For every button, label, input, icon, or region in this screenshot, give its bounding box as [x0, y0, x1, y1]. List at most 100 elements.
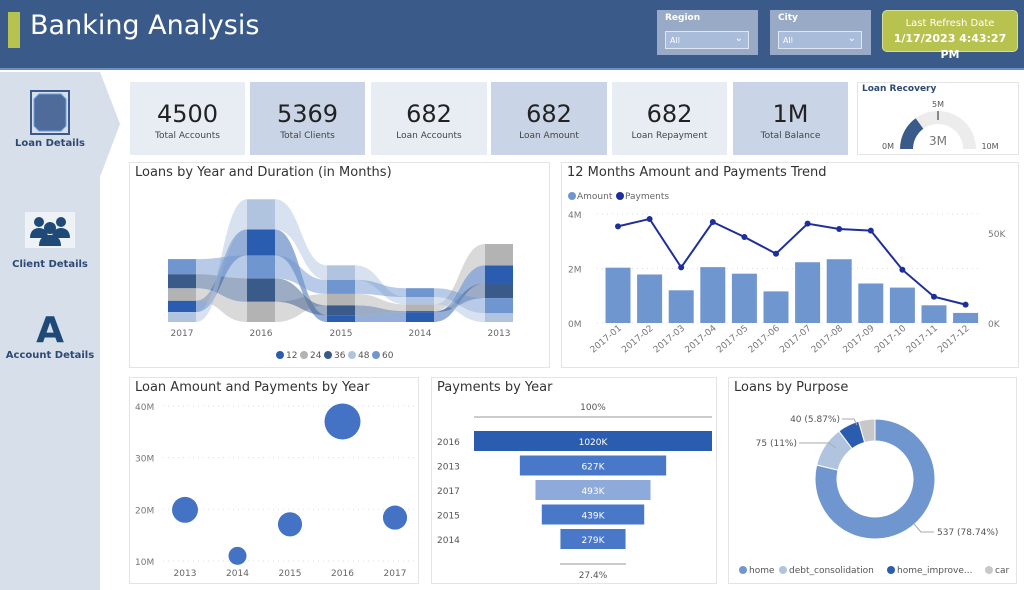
data-label: 75 (11%) — [756, 439, 797, 449]
region-value: All — [670, 36, 680, 45]
ribbon-band — [434, 297, 485, 322]
bar-amount — [763, 291, 789, 323]
y-left-tick: 4M — [568, 211, 582, 221]
x-tick-label: 2016 — [331, 569, 354, 579]
x-tick-label: 2017 — [384, 569, 407, 579]
ribbon-band — [355, 279, 406, 298]
label-leader — [799, 442, 837, 449]
point-payments — [773, 250, 779, 257]
point-payments — [804, 220, 811, 227]
ribbon-band — [434, 288, 485, 314]
sidebar-item-label: Loan Details — [14, 138, 85, 149]
funnel-bar — [541, 504, 645, 525]
bar-amount — [826, 259, 852, 323]
ribbon-segment — [406, 312, 434, 322]
amount-payments-by-year-panel: Loan Amount and Payments by Year 10M 20M 3… — [129, 377, 419, 584]
line-payments — [617, 217, 966, 306]
data-label: 40 (5.87%) — [790, 415, 840, 425]
loan-recovery-gauge: Loan Recovery 5M 0M 10M 3M — [857, 82, 1019, 155]
point-payments — [741, 233, 748, 240]
city-dropdown[interactable]: All ⌄ — [778, 31, 862, 49]
y-tick-label: 20M — [135, 506, 154, 516]
kpi-value: 682 — [406, 100, 452, 128]
ribbon-segment — [406, 304, 434, 312]
sidebar-item-loan-details[interactable]: Loan Details — [0, 90, 100, 149]
ribbon-segment — [485, 283, 513, 299]
ribbon-segment — [406, 297, 434, 305]
region-filter[interactable]: Region All ⌄ — [657, 10, 758, 55]
ribbon-segment — [485, 244, 513, 266]
ribbon-segment — [168, 288, 196, 301]
kpi-value: 4500 — [156, 100, 219, 128]
legend-label: home — [749, 566, 775, 576]
legend-marker — [779, 566, 787, 574]
x-tick-label: 2017-10 — [873, 323, 908, 355]
x-tick-label: 2017-02 — [620, 324, 655, 356]
city-filter[interactable]: City All ⌄ — [770, 10, 871, 55]
gauge-value: 3M — [929, 134, 947, 148]
ribbon-segment — [406, 311, 434, 313]
kpi-value: 5369 — [276, 100, 339, 128]
ribbon-band — [275, 278, 327, 316]
bubble — [228, 546, 247, 565]
bar-amount — [921, 305, 947, 323]
funnel-value-label: 1020K — [579, 438, 609, 448]
chart-title: Loans by Year and Duration (in Months) — [135, 165, 392, 180]
ribbon-segment — [247, 301, 275, 322]
point-payments — [836, 226, 843, 233]
bar-amount — [668, 290, 694, 323]
kpi-label: Loan Accounts — [396, 131, 462, 141]
x-tick-label: 2017-06 — [747, 323, 782, 355]
legend-marker — [887, 566, 895, 574]
funnel-category-label: 2014 — [437, 536, 460, 546]
gauge-max-label: 10M — [981, 142, 998, 151]
ribbon-segment — [168, 312, 196, 322]
ribbon-band — [196, 288, 247, 322]
label-leader — [913, 523, 934, 533]
city-label: City — [778, 13, 798, 23]
sidebar-item-client-details[interactable]: Client Details — [0, 212, 100, 270]
sidebar-item-label: Account Details — [5, 350, 95, 361]
last-refresh-box: Last Refresh Date 1/17/2023 4:43:27 PM — [882, 10, 1018, 61]
kpi-total-clients: 5369 Total Clients — [250, 82, 365, 155]
funnel-value-label: 279K — [581, 536, 605, 546]
refresh-value: 1/17/2023 4:43:27 PM — [893, 32, 1007, 61]
legend-marker — [372, 351, 380, 359]
point-payments — [867, 227, 874, 234]
legend-marker — [300, 351, 308, 359]
kpi-label: Loan Repayment — [631, 131, 708, 141]
gauge-fill — [900, 118, 924, 149]
ribbon-band — [355, 293, 406, 312]
bar-amount — [858, 283, 884, 323]
ribbon-segment — [485, 313, 513, 322]
point-payments — [615, 223, 621, 230]
gauge-title: Loan Recovery — [862, 84, 937, 94]
legend-label: 12 — [286, 351, 297, 361]
x-tick-label: 2017-11 — [905, 324, 940, 356]
ribbon-segment — [168, 274, 196, 289]
y-right-tick: 50K — [988, 230, 1006, 240]
label-leader — [842, 418, 858, 426]
legend-label: 48 — [358, 351, 370, 361]
bar-amount — [637, 274, 663, 323]
kpi-loan-amount: 682 Loan Amount — [491, 82, 607, 155]
sidebar-item-account-details[interactable]: A Account Details — [0, 312, 100, 362]
city-value: All — [783, 36, 793, 45]
x-tick-label: 2017-05 — [715, 324, 750, 356]
ribbon-segment — [327, 279, 355, 294]
x-tick-label: 2017-12 — [936, 324, 971, 356]
ribbon-segment — [327, 305, 355, 316]
y-left-tick: 0M — [568, 320, 582, 330]
region-dropdown[interactable]: All ⌄ — [665, 31, 749, 49]
point-payments — [931, 293, 937, 300]
payments-by-year-panel: Payments by Year 100% 1020K 2016 627K 2013 49… — [431, 377, 717, 584]
funnel-category-label: 2017 — [437, 487, 460, 497]
y-tick-label: 30M — [135, 455, 154, 465]
x-tick-label: 2013 — [488, 329, 511, 339]
kpi-label: Total Clients — [280, 131, 335, 141]
x-tick-label: 2017-04 — [683, 323, 718, 355]
kpi-loan-accounts: 682 Loan Accounts — [371, 82, 487, 155]
loans-by-year-duration-panel: Loans by Year and Duration (in Months) 2… — [129, 162, 550, 368]
legend-marker — [348, 351, 356, 359]
active-nav-arrow — [100, 72, 120, 177]
